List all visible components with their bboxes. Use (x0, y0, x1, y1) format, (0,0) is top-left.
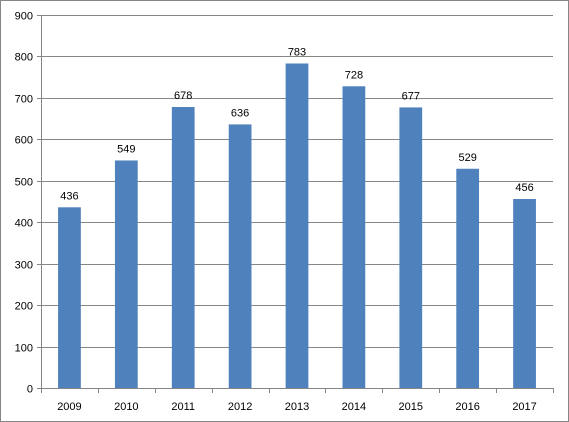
y-tick-label: 500 (15, 177, 33, 189)
data-label-2011: 678 (174, 90, 192, 102)
data-label-2013: 783 (288, 46, 306, 58)
x-tick-label-2009: 2009 (57, 401, 81, 413)
x-tick-label-2012: 2012 (228, 401, 252, 413)
labels: 0 100 200 300 400 500 600 700 800 900 436 2009 549 20… (15, 11, 537, 414)
bar-2016 (456, 168, 480, 388)
data-label-2016: 529 (458, 152, 476, 164)
x-tick-label-2016: 2016 (455, 401, 479, 413)
data-label-2009: 436 (60, 190, 78, 202)
x-tick-label-2010: 2010 (114, 401, 138, 413)
x-tick-label-2013: 2013 (285, 401, 309, 413)
y-tick-label: 700 (15, 94, 33, 106)
y-tick-label: 100 (15, 343, 33, 355)
bar-2013 (285, 63, 309, 389)
y-tick-label: 400 (15, 218, 33, 230)
x-tick-label-2017: 2017 (512, 401, 536, 413)
y-tick-label: 800 (15, 52, 33, 64)
data-label-2010: 549 (117, 143, 135, 155)
x-tick-label-2015: 2015 (399, 401, 423, 413)
bar-2017 (513, 199, 536, 388)
y-tick-label: 600 (15, 135, 33, 147)
data-label-2015: 677 (402, 90, 420, 102)
data-label-2017: 456 (515, 182, 533, 194)
y-tick-label: 0 (27, 384, 33, 396)
bar-2014 (342, 86, 366, 388)
bars (58, 63, 536, 389)
y-tick-label: 300 (15, 260, 33, 272)
y-tick-label: 200 (15, 301, 33, 313)
data-label-2014: 728 (345, 69, 363, 81)
x-tick-label-2011: 2011 (171, 401, 195, 413)
bar-2012 (228, 124, 252, 388)
bar-2011 (171, 107, 195, 389)
bar-2009 (58, 207, 81, 388)
x-tick-label-2014: 2014 (342, 401, 366, 413)
y-tick-label: 900 (15, 11, 33, 23)
axes (37, 15, 554, 393)
bar-2010 (114, 160, 138, 388)
bar-2015 (399, 107, 423, 388)
data-label-2012: 636 (231, 107, 249, 119)
